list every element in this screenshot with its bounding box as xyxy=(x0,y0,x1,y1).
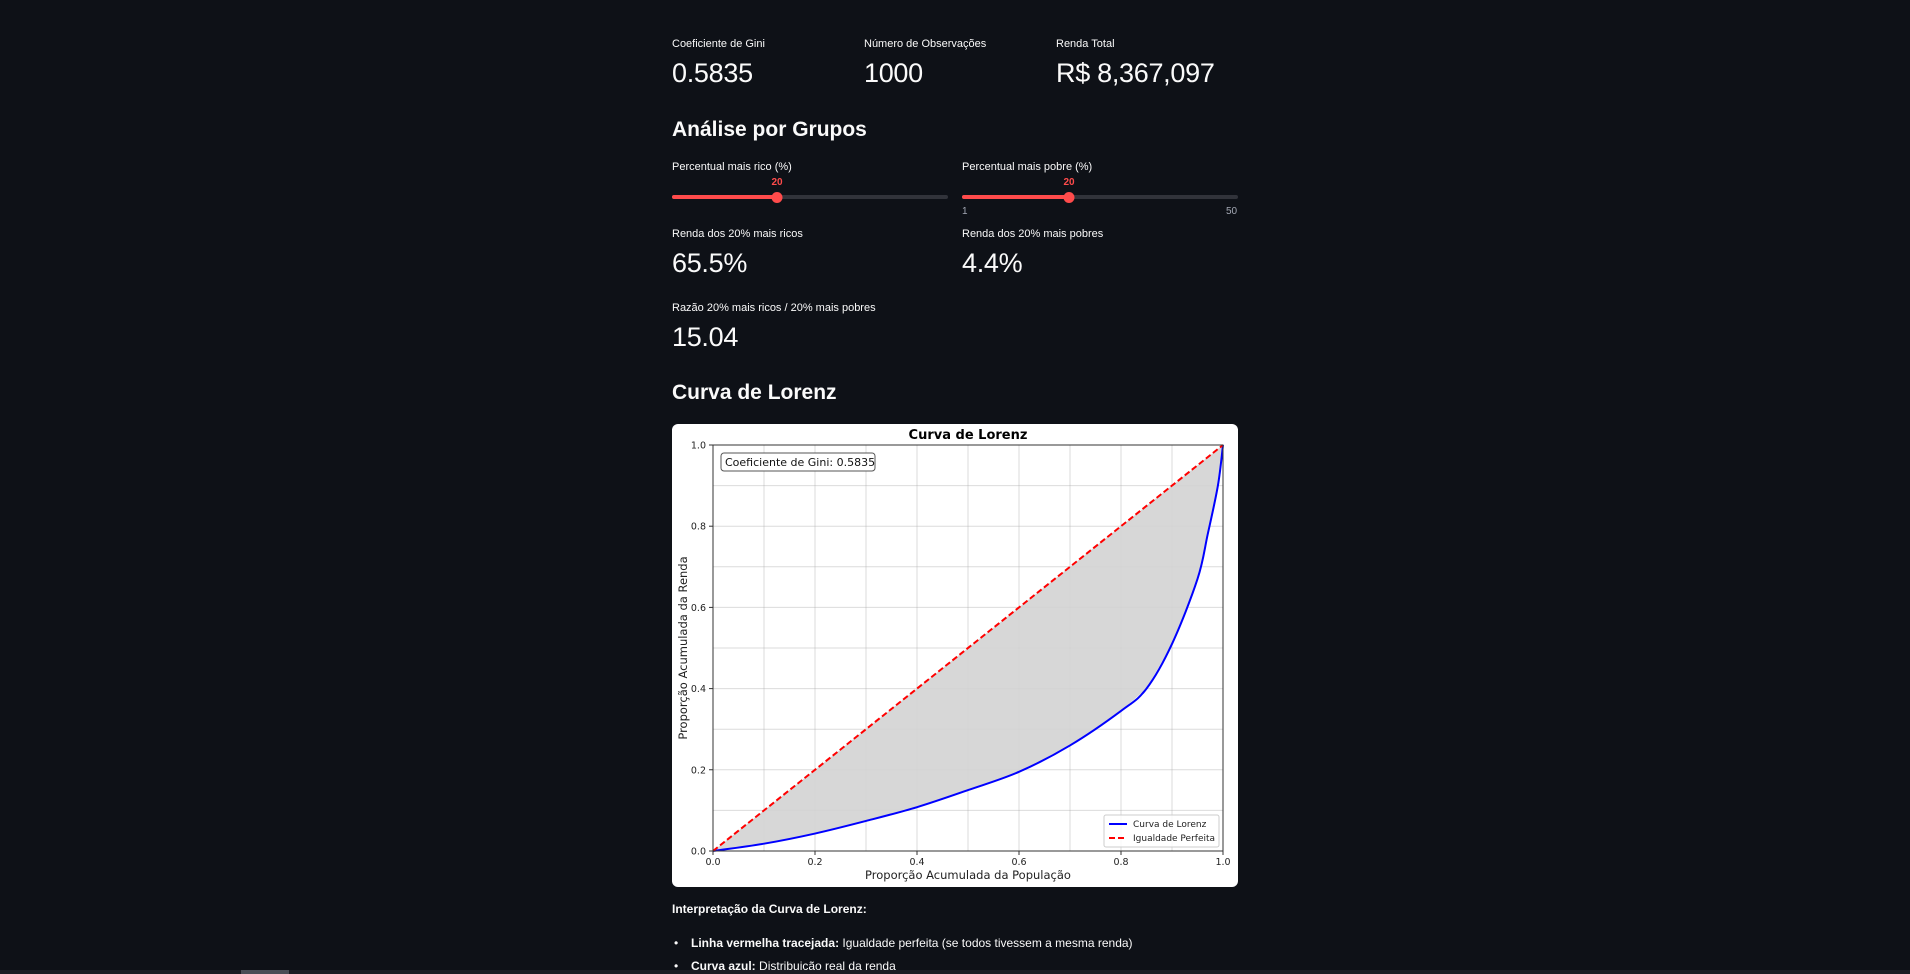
bullet-text: Igualdade perfeita (se todos tivessem a … xyxy=(839,936,1133,950)
section-heading-groups: Análise por Grupos xyxy=(672,118,867,141)
horizontal-scrollbar[interactable] xyxy=(0,970,1910,974)
x-tick-label: 0.6 xyxy=(1011,857,1026,868)
x-axis-label: Proporção Acumulada da População xyxy=(865,868,1071,882)
metric-value: R$ 8,367,097 xyxy=(1056,58,1215,88)
gini-annotation-box xyxy=(720,452,876,472)
y-tick-label: 0.0 xyxy=(691,847,706,858)
slider-fill xyxy=(962,195,1069,199)
bullet-icon: • xyxy=(674,959,679,973)
slider-track[interactable] xyxy=(672,191,948,203)
metric-label: Renda Total xyxy=(1056,38,1115,50)
metric-value: 1000 xyxy=(864,58,923,88)
lorenz-chart: 0.0 0.2 0.4 0.6 0.8 1.0 0.0 0.2 0.4 0.6 0.8 1.0 Curv… xyxy=(672,424,1238,887)
metric-label: Renda dos 20% mais ricos xyxy=(672,228,803,240)
metric-label: Razão 20% mais ricos / 20% mais pobres xyxy=(672,302,876,314)
equality-line xyxy=(712,444,1224,852)
y-tick-label: 0.2 xyxy=(691,765,706,776)
slider-thumb[interactable] xyxy=(771,191,783,203)
bullet-bold: Curva azul: xyxy=(691,959,756,973)
lorenz-curve-line xyxy=(712,444,1224,852)
slider-max-label: 50 xyxy=(1226,206,1238,217)
metric-value: 0.5835 xyxy=(672,58,753,88)
y-tick-label: 0.4 xyxy=(691,684,706,695)
slider-track[interactable] xyxy=(962,191,1238,203)
metric-value: 65.5% xyxy=(672,248,748,278)
metric-value: 15.04 xyxy=(672,322,739,352)
bullet-text: Distribuição real da renda xyxy=(755,959,896,973)
slider-label: Percentual mais rico (%) xyxy=(672,161,792,173)
slider-current-value: 20 xyxy=(1063,177,1075,188)
x-tick-label: 0.2 xyxy=(807,857,822,868)
x-tick-label: 0.4 xyxy=(909,857,924,868)
legend-label: Igualdade Perfeita xyxy=(1133,834,1215,844)
scrollbar-thumb[interactable] xyxy=(241,970,289,974)
slider-thumb[interactable] xyxy=(1063,191,1075,203)
interpretation-title: Interpretação da Curva de Lorenz: xyxy=(672,902,867,916)
lorenz-chart-svg: 0.0 0.2 0.4 0.6 0.8 1.0 0.0 0.2 0.4 0.6 0.8 1.0 Curv… xyxy=(676,428,1231,882)
y-tick-label: 0.8 xyxy=(691,522,706,533)
legend-box xyxy=(1103,814,1220,848)
slider-label: Percentual mais pobre (%) xyxy=(962,161,1093,173)
metric-label: Número de Observações xyxy=(864,38,987,50)
metric-label: Coeficiente de Gini xyxy=(672,38,765,50)
y-tick-label: 1.0 xyxy=(691,441,706,452)
slider-min-label: 1 xyxy=(962,206,968,217)
metric-value: 4.4% xyxy=(962,248,1023,278)
metric-label: Renda dos 20% mais pobres xyxy=(962,228,1104,240)
plot-frame xyxy=(712,444,1224,852)
y-axis-label: Proporção Acumulada da Renda xyxy=(676,556,690,739)
bullet-bold: Linha vermelha tracejada: xyxy=(691,936,840,950)
chart-title: Curva de Lorenz xyxy=(909,428,1028,443)
slider-fill xyxy=(672,195,777,199)
x-tick-label: 0.8 xyxy=(1113,857,1128,868)
bullet-icon: • xyxy=(674,936,679,950)
y-tick-label: 0.6 xyxy=(691,603,706,614)
section-heading-lorenz: Curva de Lorenz xyxy=(672,381,837,404)
gini-annotation: Coeficiente de Gini: 0.5835 xyxy=(725,456,875,469)
x-tick-label: 1.0 xyxy=(1215,857,1230,868)
x-tick-label: 0.0 xyxy=(705,857,720,868)
legend-label: Curva de Lorenz xyxy=(1133,820,1207,830)
slider-current-value: 20 xyxy=(771,177,783,188)
